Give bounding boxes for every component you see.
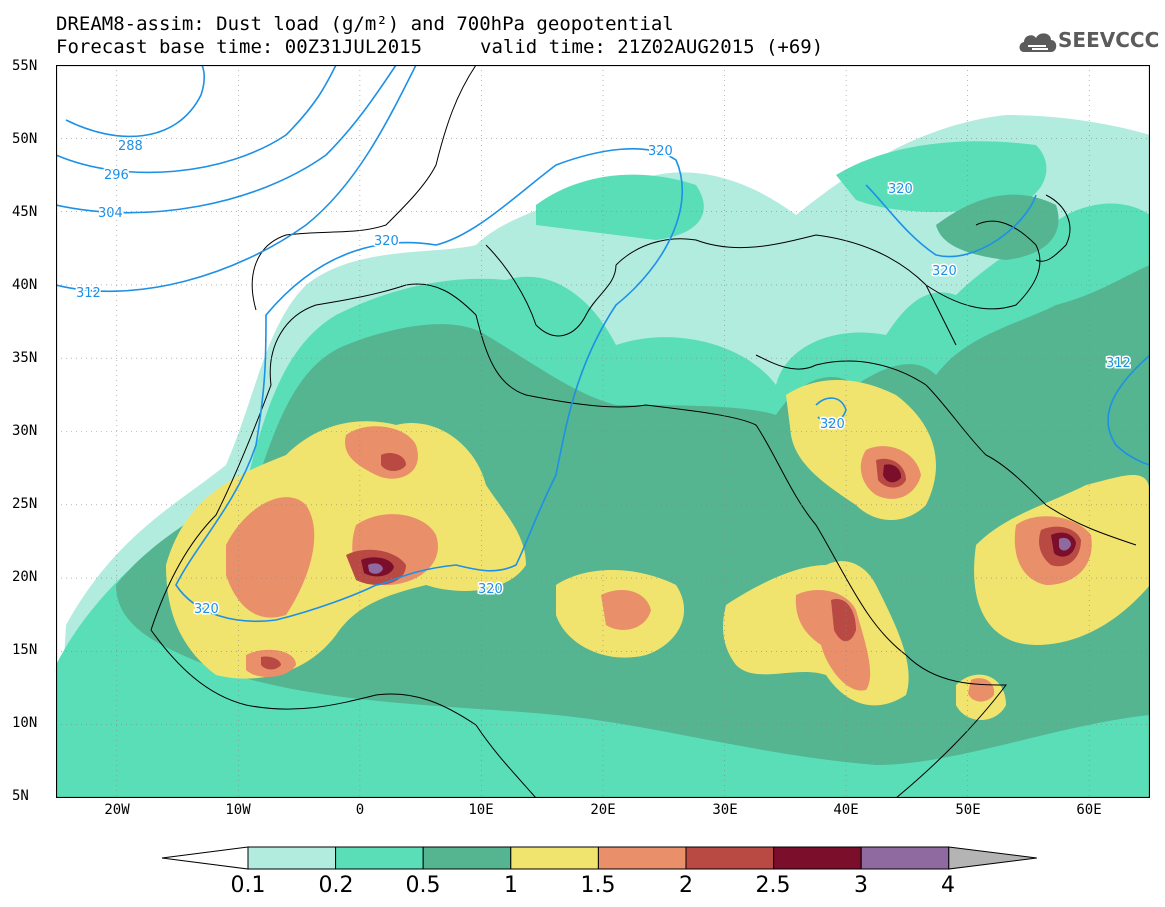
lat-label: 15N [12,642,38,658]
lon-label: 10W [225,802,251,818]
lat-label: 10N [12,715,38,731]
contour-label: 320 [932,264,957,279]
lon-label: 20E [590,802,616,818]
colorbar-box [247,846,337,870]
lat-label: 30N [12,423,38,439]
logo-text: SEEVCCC [1058,28,1160,52]
title-line-2: Forecast base time: 00Z31JUL2015 [56,36,423,58]
lat-label: 55N [12,58,38,74]
graticule [56,65,1150,798]
colorbar-label: 2 [679,873,693,898]
colorbar-label: 0.1 [230,873,266,898]
colorbar-box [335,846,424,870]
coastlines [150,65,1137,798]
contour-label: 288 [118,139,143,154]
cloud-logo-icon [1019,33,1057,52]
lon-label: 40E [833,802,859,818]
colorbar-box [510,846,599,870]
lon-label: 10E [468,802,494,818]
colorbar-label: 0.2 [318,873,354,898]
colorbar-box [860,846,950,870]
colorbar [161,846,1037,870]
lon-label: 20W [104,802,130,818]
lon-label: 60E [1076,802,1102,818]
lat-label: 5N [12,788,29,804]
lon-label: 50E [955,802,981,818]
contour-label: 320 [374,234,399,249]
colorbar-box [597,846,687,870]
dust-load-map: 288 296 304 312 320 320 320 320 320 320 … [56,65,1150,798]
colorbar-box [685,846,775,870]
lon-label: 30E [712,802,738,818]
contour-label: 320 [478,582,503,597]
lat-label: 40N [12,277,38,293]
lat-label: 25N [12,496,38,512]
contour-labels: 288 296 304 312 320 320 320 320 320 320 … [75,138,1133,619]
colorbar-label: 1 [504,873,518,898]
contour-label: 320 [194,602,219,617]
map-frame [56,65,1150,798]
lat-label: 20N [12,569,38,585]
colorbar-label: 3 [854,873,868,898]
colorbar-under-triangle [161,846,249,870]
contour-label: 312 [1106,356,1131,371]
geopotential-contours [56,65,1150,623]
contour-label: 320 [648,144,673,159]
contour-label: 320 [820,417,845,432]
contour-label: 296 [104,168,129,183]
colorbar-box [422,846,512,870]
colorbar-label: 1.5 [580,873,616,898]
colorbar-over-triangle [948,846,1037,870]
contour-label: 304 [98,206,123,221]
title-line-1: DREAM8-assim: Dust load (g/m²) and 700hP… [56,13,674,35]
lon-label: 0 [355,802,365,818]
contour-label: 320 [888,182,913,197]
colorbar-label: 0.5 [405,873,441,898]
lat-label: 45N [12,204,38,220]
colorbar-label: 4 [941,873,955,898]
lat-label: 50N [12,131,38,147]
colorbar-label: 2.5 [755,873,791,898]
colorbar-boxes [161,846,1037,870]
colorbar-box [773,846,862,870]
lat-label: 35N [12,350,38,366]
contour-label: 312 [76,286,101,301]
valid-time: valid time: 21Z02AUG2015 (+69) [480,36,824,58]
